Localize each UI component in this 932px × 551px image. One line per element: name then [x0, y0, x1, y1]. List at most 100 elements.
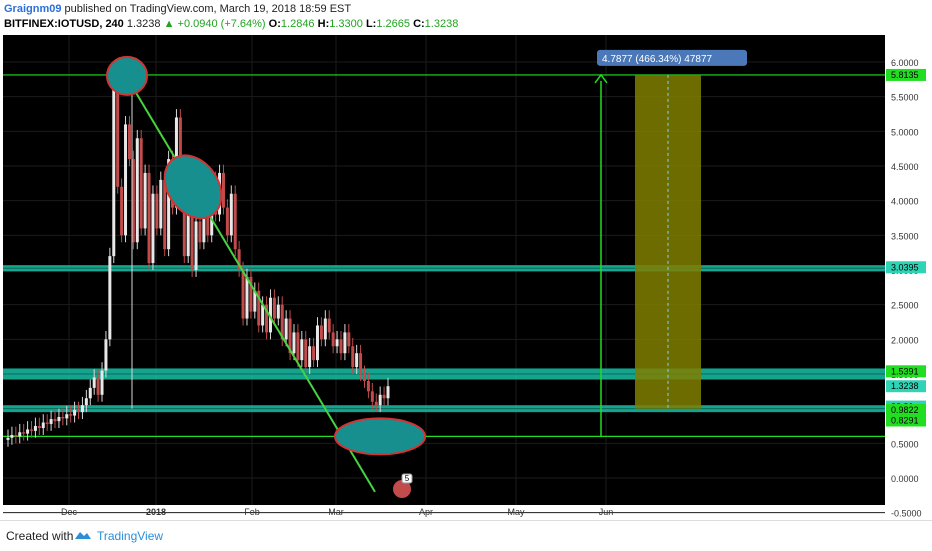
highlight-ellipse	[163, 154, 223, 220]
candle-body	[268, 297, 272, 333]
candle-body	[143, 172, 147, 229]
candle-body	[237, 249, 241, 270]
candle-body	[151, 193, 155, 264]
candle-body	[92, 377, 96, 388]
published-text: published on TradingView.com, March 19, …	[64, 3, 352, 15]
y-tick-label: 2.5000	[891, 301, 919, 311]
candle-body	[245, 276, 249, 319]
candle-body	[284, 318, 288, 340]
candle-body	[73, 410, 77, 416]
close-value: 1.3238	[424, 18, 459, 30]
price-change: +0.0940 (+7.64%)	[177, 18, 266, 30]
candle-body	[131, 159, 135, 243]
candle-body	[323, 318, 327, 340]
candle-body	[57, 416, 61, 422]
candle-body	[163, 179, 167, 250]
y-tick-label: 6.0000	[891, 58, 919, 68]
candle-body	[386, 386, 390, 399]
candle-body	[304, 339, 308, 368]
price-tag-label: 5.8135	[891, 70, 919, 80]
price-tag-label: 1.3238	[891, 381, 919, 391]
candle-body	[120, 186, 124, 236]
price-tag	[886, 403, 926, 416]
candle-body	[225, 207, 229, 236]
candle-body	[108, 256, 112, 340]
x-tick-label: Dec	[61, 507, 78, 517]
y-tick-label: 0.5000	[891, 439, 919, 449]
candle-body	[359, 353, 363, 374]
candle-body	[272, 297, 276, 319]
last-price: 1.3238	[126, 18, 161, 30]
candle-body	[147, 172, 151, 264]
trendline	[127, 78, 376, 493]
x-tick-label: Jun	[599, 507, 614, 517]
author-name[interactable]: Graignm09	[4, 3, 62, 15]
low-label: L:	[365, 18, 377, 30]
price-tag	[886, 365, 926, 378]
measure-label: 4.7877 (466.34%) 47877	[602, 54, 713, 65]
candle-body	[45, 422, 49, 424]
high-label: H:	[317, 18, 330, 30]
event-badge-box	[401, 473, 413, 484]
candle-body	[18, 432, 22, 437]
open-value: 1.2846	[280, 18, 315, 30]
y-tick-label: 4.5000	[891, 162, 919, 172]
highlight-ellipse	[106, 55, 148, 96]
candle-body	[96, 377, 100, 395]
tradingview-logo-icon	[75, 532, 91, 539]
candle-body	[198, 221, 202, 243]
candle-body	[127, 124, 131, 160]
candle-body	[116, 89, 120, 187]
candle-body	[296, 332, 300, 361]
publish-info: Graignm09 published on TradingView.com, …	[4, 3, 351, 15]
price-tag	[886, 261, 926, 274]
candle-body	[53, 419, 57, 422]
candle-body	[37, 426, 41, 429]
candle-body	[300, 339, 304, 361]
y-tick-label: -0.5000	[891, 509, 922, 519]
candle-body	[10, 435, 14, 438]
candle-body	[26, 429, 30, 434]
price-tag-label: 0.8291	[891, 416, 919, 426]
candle-body	[139, 138, 143, 229]
close-label: C:	[413, 18, 425, 30]
candle-body	[276, 304, 280, 319]
candle-body	[265, 304, 269, 333]
candle-body	[80, 405, 84, 413]
x-tick-label: Apr	[419, 507, 433, 517]
candle-body	[6, 437, 10, 440]
open-label: O:	[268, 18, 281, 30]
candle-body	[382, 394, 386, 399]
chart-svg[interactable]: 6.00005.50005.00004.50004.00003.50003.00…	[3, 35, 929, 520]
event-badge-count: 5	[405, 474, 410, 483]
measure-arrow-head	[594, 73, 608, 84]
candle-body	[374, 401, 378, 406]
candle-body	[77, 410, 81, 413]
tradingview-brand[interactable]: TradingView	[97, 529, 164, 543]
candle-body	[241, 270, 245, 319]
candle-body	[22, 432, 26, 434]
candle-body	[331, 332, 335, 347]
candle-body	[355, 353, 359, 368]
x-tick-label: 2018	[146, 507, 166, 517]
candle-body	[378, 394, 382, 406]
candle-body	[186, 214, 190, 257]
candle-body	[61, 416, 65, 419]
x-tick-label: Mar	[328, 507, 344, 517]
candle-body	[124, 124, 128, 236]
candle-body	[319, 325, 323, 340]
candle-body	[280, 304, 284, 340]
candle-body	[30, 429, 34, 431]
candle-body	[370, 391, 374, 402]
y-tick-label: 0.0000	[891, 474, 919, 484]
x-tick-label: Feb	[244, 507, 260, 517]
price-chart[interactable]: 6.00005.50005.00004.50004.00003.50003.00…	[3, 35, 929, 520]
candle-body	[69, 414, 73, 416]
candle-body	[190, 214, 194, 270]
candle-body	[88, 387, 92, 399]
candle-body	[312, 346, 316, 361]
candle-body	[49, 419, 53, 424]
candle-body	[155, 193, 159, 229]
candle-body	[100, 370, 104, 395]
price-tag-label: 3.0395	[891, 262, 919, 272]
